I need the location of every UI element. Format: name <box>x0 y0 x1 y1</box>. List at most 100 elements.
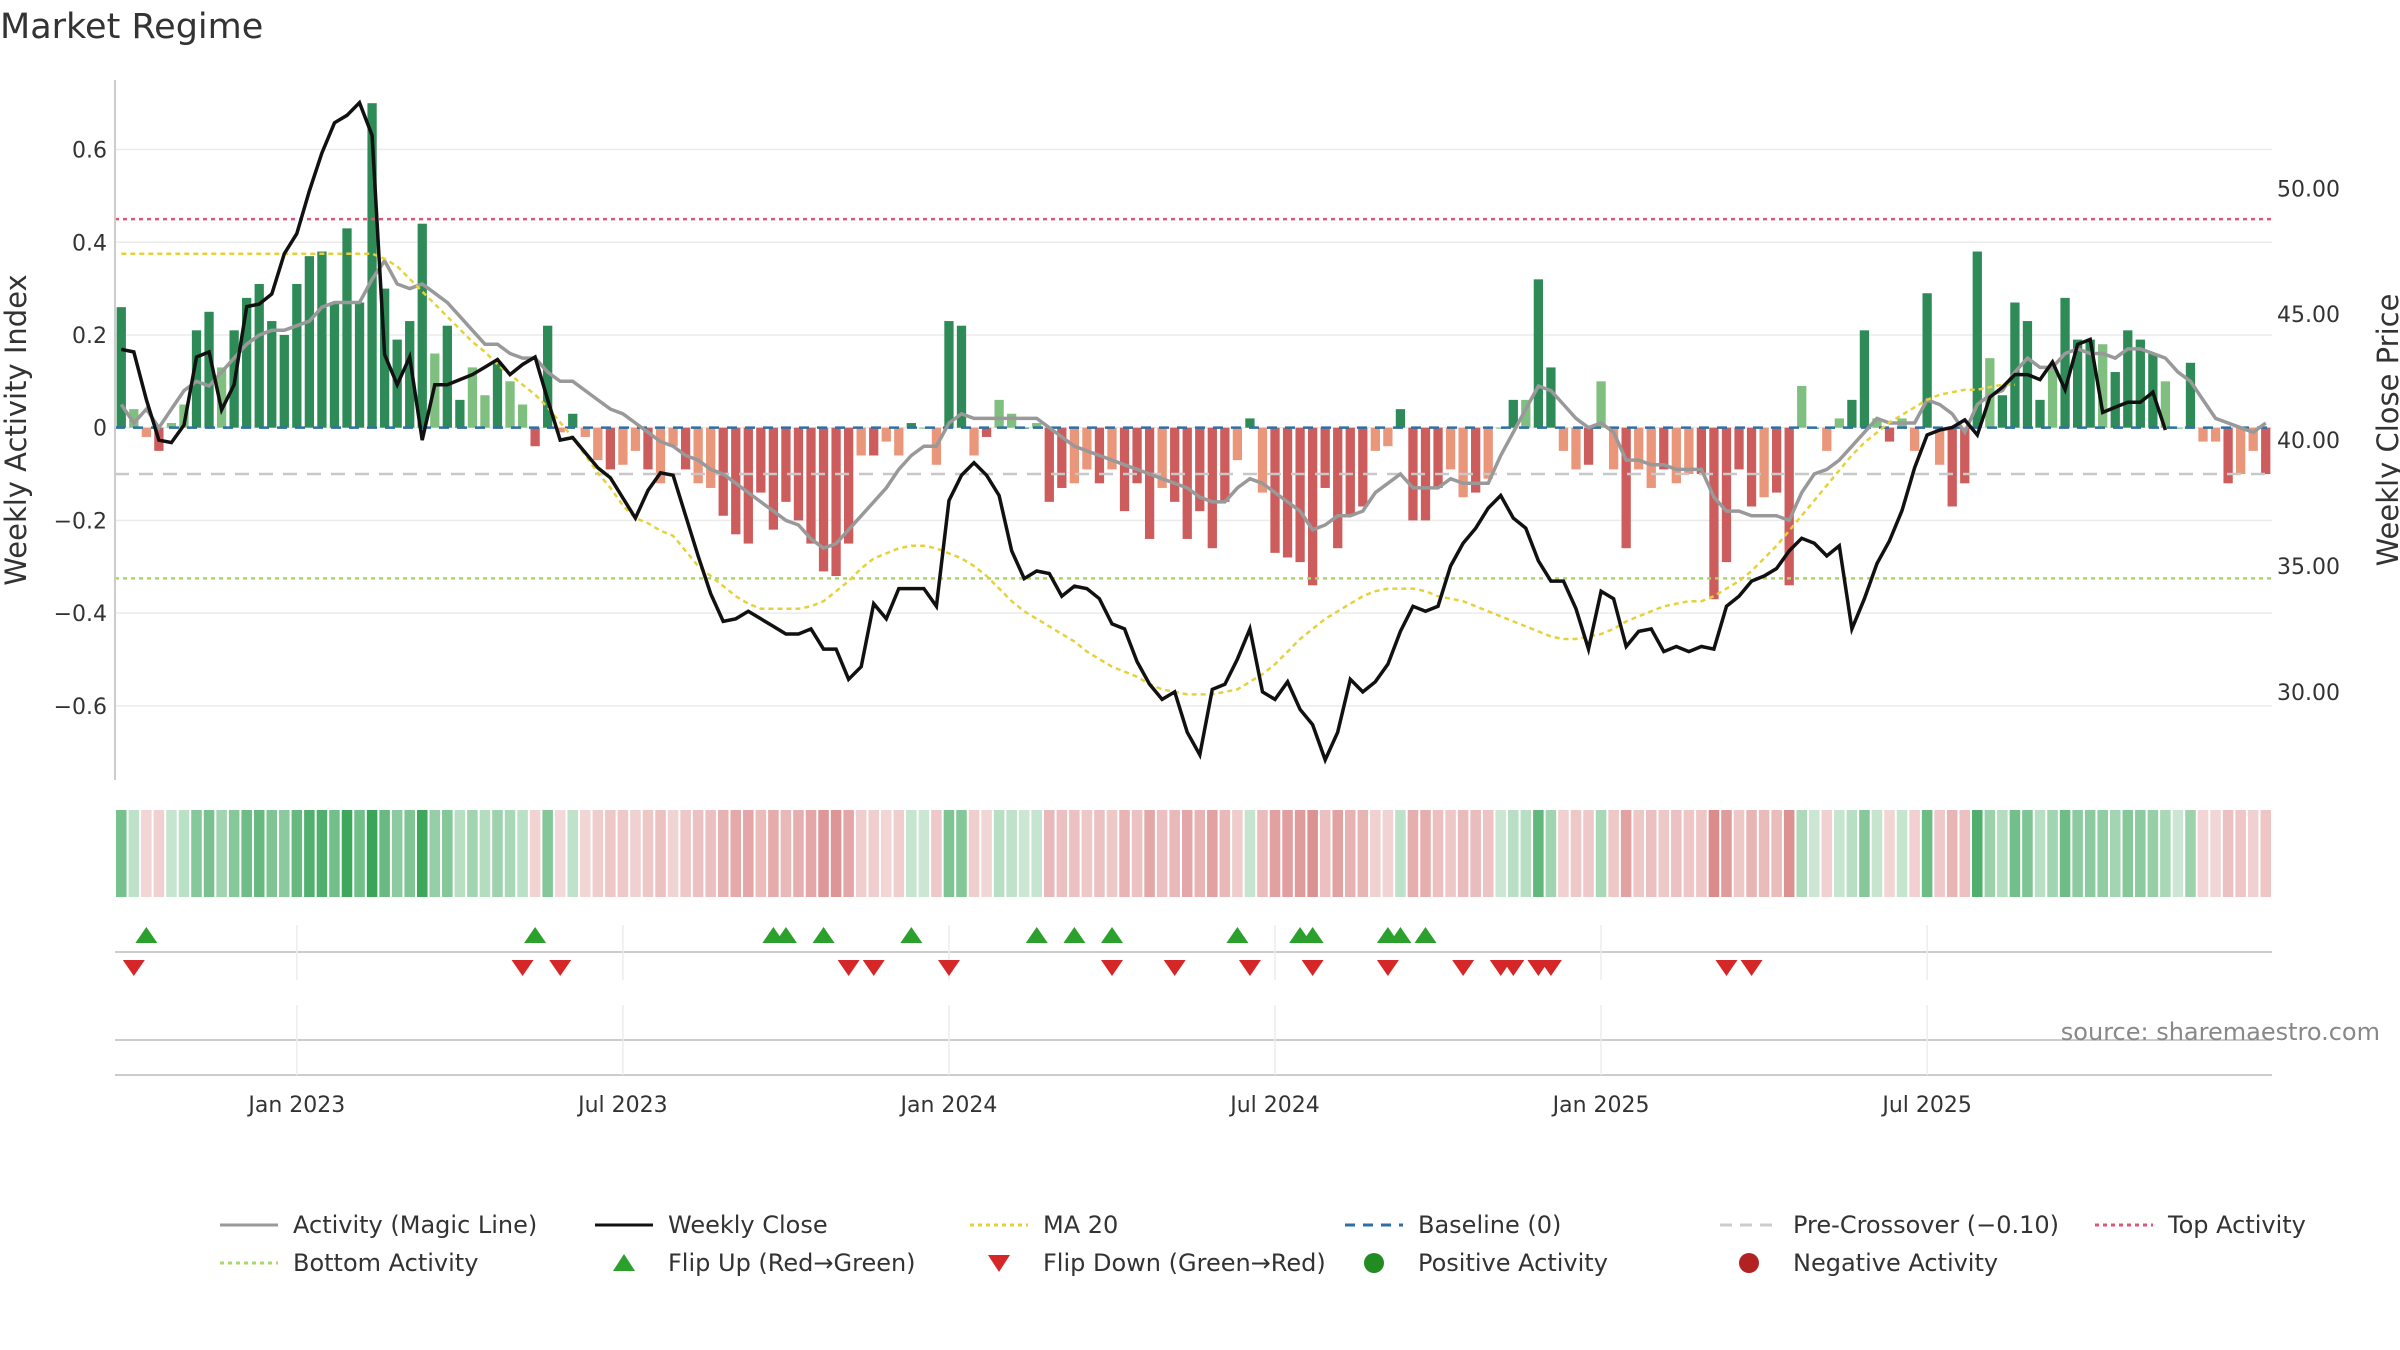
heat-cell <box>2260 810 2271 897</box>
activity-bar <box>894 427 904 456</box>
heat-cell <box>2022 810 2033 897</box>
heat-cell <box>329 810 340 897</box>
activity-bar <box>1646 427 1656 488</box>
activity-bar <box>1333 427 1343 549</box>
heat-cell <box>216 810 227 897</box>
activity-bar <box>2160 381 2171 428</box>
activity-bar <box>743 427 753 544</box>
activity-bar <box>1144 427 1155 539</box>
y-tick-label: 0.6 <box>72 139 107 164</box>
legend: Activity (Magic Line) Weekly Close MA 20 Ba… <box>220 1211 2306 1277</box>
heat-cell <box>504 810 516 897</box>
flip-up-marker <box>1063 927 1086 943</box>
flip-down-marker <box>837 960 860 976</box>
heat-cell <box>1620 810 1632 897</box>
flip-up-marker <box>524 927 547 943</box>
heat-cell <box>2172 810 2184 897</box>
activity-bar <box>693 427 703 484</box>
activity-bar <box>706 427 716 488</box>
activity-bar <box>2173 427 2183 429</box>
heat-cell <box>479 810 491 897</box>
flip-up-marker <box>1100 927 1123 943</box>
heat-cell <box>1457 810 1469 897</box>
weekly-close-series <box>120 99 2168 765</box>
heat-cell <box>1119 810 1130 897</box>
heat-cell <box>429 810 441 897</box>
activity-bar <box>279 334 289 428</box>
activity-bar <box>2010 302 2020 428</box>
heat-cell <box>391 810 403 897</box>
activity-bar <box>1872 418 1882 428</box>
legend-item: Negative Activity <box>1739 1249 1998 1277</box>
heat-cell <box>1583 810 1594 897</box>
heat-cell <box>768 810 779 897</box>
y2-tick-labels: 50.00 45.00 40.00 35.00 30.00 <box>2277 177 2340 706</box>
heat-cell <box>1018 810 1030 897</box>
x-tick-label: Jul 2025 <box>1880 1093 1972 1118</box>
activity-bar <box>1558 427 1569 451</box>
heat-cell <box>379 810 390 897</box>
legend-label: Positive Activity <box>1418 1249 1608 1277</box>
flip-up-marker <box>900 927 923 943</box>
x-tick-label: Jul 2023 <box>576 1093 668 1118</box>
series-lines <box>119 99 2267 765</box>
heat-cell <box>241 810 252 897</box>
legend-label: Flip Down (Green→Red) <box>1043 1249 1326 1277</box>
legend-item: Pre-Crossover (−0.10) <box>1720 1211 2059 1239</box>
flip-up-marker <box>812 927 835 943</box>
heat-cell <box>1420 810 1431 897</box>
activity-bar <box>116 307 126 428</box>
heat-cell <box>818 810 829 897</box>
heat-cell <box>2185 810 2196 897</box>
heat-cell <box>1972 810 1983 897</box>
activity-bar <box>1947 427 1957 507</box>
heat-cell <box>2235 810 2246 897</box>
activity-bar <box>505 381 515 428</box>
heat-cell <box>1984 810 1996 897</box>
legend-label: Top Activity <box>2167 1211 2306 1239</box>
activity-bar <box>1721 427 1732 563</box>
flip-down-marker <box>1740 960 1763 976</box>
activity-bar <box>543 325 553 428</box>
heat-cell <box>1482 810 1494 897</box>
legend-swatch <box>1739 1253 1759 1273</box>
heat-cell <box>1658 810 1670 897</box>
y2-tick-label: 35.00 <box>2277 555 2340 580</box>
heat-cell <box>2122 810 2134 897</box>
heat-cell <box>141 810 152 897</box>
heat-cell <box>943 810 955 897</box>
heat-cell <box>1508 810 1519 897</box>
heat-cell <box>755 810 767 897</box>
legend-item: Positive Activity <box>1364 1249 1608 1277</box>
x-tick-label: Jan 2024 <box>899 1093 998 1118</box>
heat-cell <box>1344 810 1356 897</box>
activity-bar <box>2135 339 2145 428</box>
activity-bar <box>618 427 628 465</box>
heat-cell <box>1144 810 1155 897</box>
heat-cell <box>1370 810 1381 897</box>
activity-bar <box>2210 427 2221 442</box>
heat-cell <box>1319 810 1331 897</box>
legend-item: Flip Down (Green→Red) <box>988 1249 1326 1277</box>
heat-cell <box>705 810 716 897</box>
activity-bar <box>1822 427 1832 451</box>
heat-cell <box>1194 810 1206 897</box>
heat-cell <box>1859 810 1870 897</box>
heat-cell <box>203 810 215 897</box>
activity-bar <box>480 395 490 428</box>
heat-cell <box>253 810 265 897</box>
activity-bar <box>1972 251 1982 428</box>
activity-bar <box>1997 395 2008 428</box>
heat-cell <box>529 810 541 897</box>
activity-bar <box>969 427 979 456</box>
heat-cell <box>843 810 854 897</box>
activity-bar <box>2123 330 2133 428</box>
activity-bar <box>1909 427 1920 451</box>
activity-bar <box>2098 344 2108 428</box>
heat-cell <box>968 810 980 897</box>
heat-cell <box>906 810 917 897</box>
activity-bar <box>1759 427 1769 498</box>
heat-cell <box>1796 810 1807 897</box>
heat-cell <box>1395 810 1406 897</box>
activity-bar <box>1195 427 1205 512</box>
